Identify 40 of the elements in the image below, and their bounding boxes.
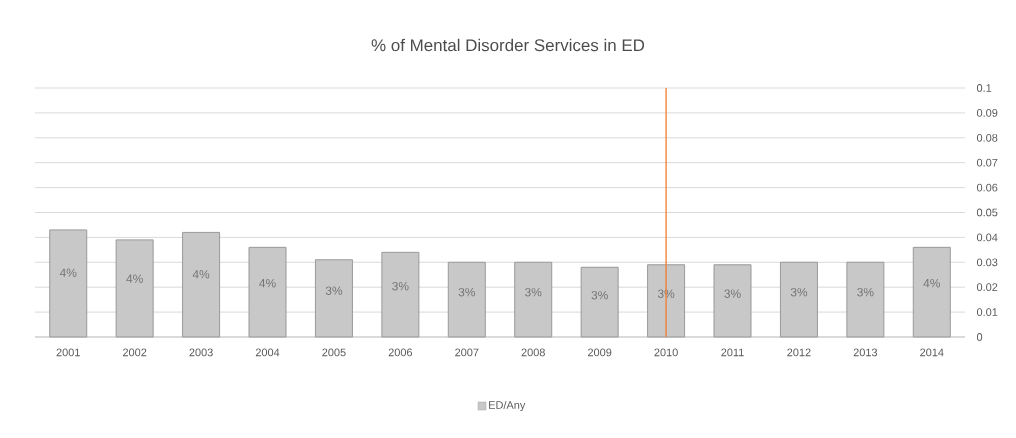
data-label: 3% (591, 290, 608, 300)
x-tick-label: 2009 (588, 348, 612, 357)
x-tick-label: 2005 (322, 348, 346, 357)
y-tick-label: 0.07 (976, 158, 998, 167)
x-tick-label: 2011 (721, 348, 744, 357)
data-label: 3% (857, 287, 874, 297)
data-label: 3% (458, 287, 476, 297)
data-label: 3% (392, 281, 409, 291)
x-tick-label: 2014 (920, 348, 944, 357)
y-tick-label: 0.09 (976, 109, 998, 117)
y-tick-label: 0.08 (976, 133, 998, 142)
x-tick-label: 2002 (123, 348, 147, 357)
y-tick-label: 0.06 (976, 183, 998, 192)
y-tick-label: 0.02 (976, 283, 998, 292)
x-tick-label: 2006 (388, 348, 413, 357)
data-label: 4% (923, 279, 941, 288)
x-tick-label: 2008 (521, 348, 545, 357)
y-tick-label: 0.05 (976, 208, 998, 217)
data-label: 3% (325, 286, 343, 295)
y-tick-label: 0.03 (976, 258, 998, 267)
x-tick-label: 2007 (455, 348, 479, 357)
data-label: 4% (59, 268, 77, 277)
chart-title: % of Mental Disorder Services in ED (371, 38, 645, 52)
y-tick-label: 0.04 (976, 233, 998, 242)
x-tick-label: 2013 (853, 348, 878, 357)
data-label: 3% (724, 289, 741, 298)
data-label: 4% (259, 279, 276, 288)
y-tick-label: 0.1 (976, 84, 992, 92)
data-label: 3% (790, 287, 808, 297)
x-tick-label: 2010 (654, 348, 678, 357)
data-label: 4% (192, 270, 210, 279)
x-tick-label: 2003 (189, 348, 213, 357)
data-label: 3% (525, 287, 542, 297)
data-label: 4% (126, 274, 143, 283)
y-tick-label: 0 (976, 333, 983, 341)
y-tick-label: 0.01 (976, 308, 998, 316)
x-tick-label: 2004 (255, 348, 280, 357)
x-tick-label: 2012 (787, 348, 811, 357)
x-tick-label: 2001 (56, 348, 80, 357)
legend-label: ED/Any (489, 400, 526, 412)
